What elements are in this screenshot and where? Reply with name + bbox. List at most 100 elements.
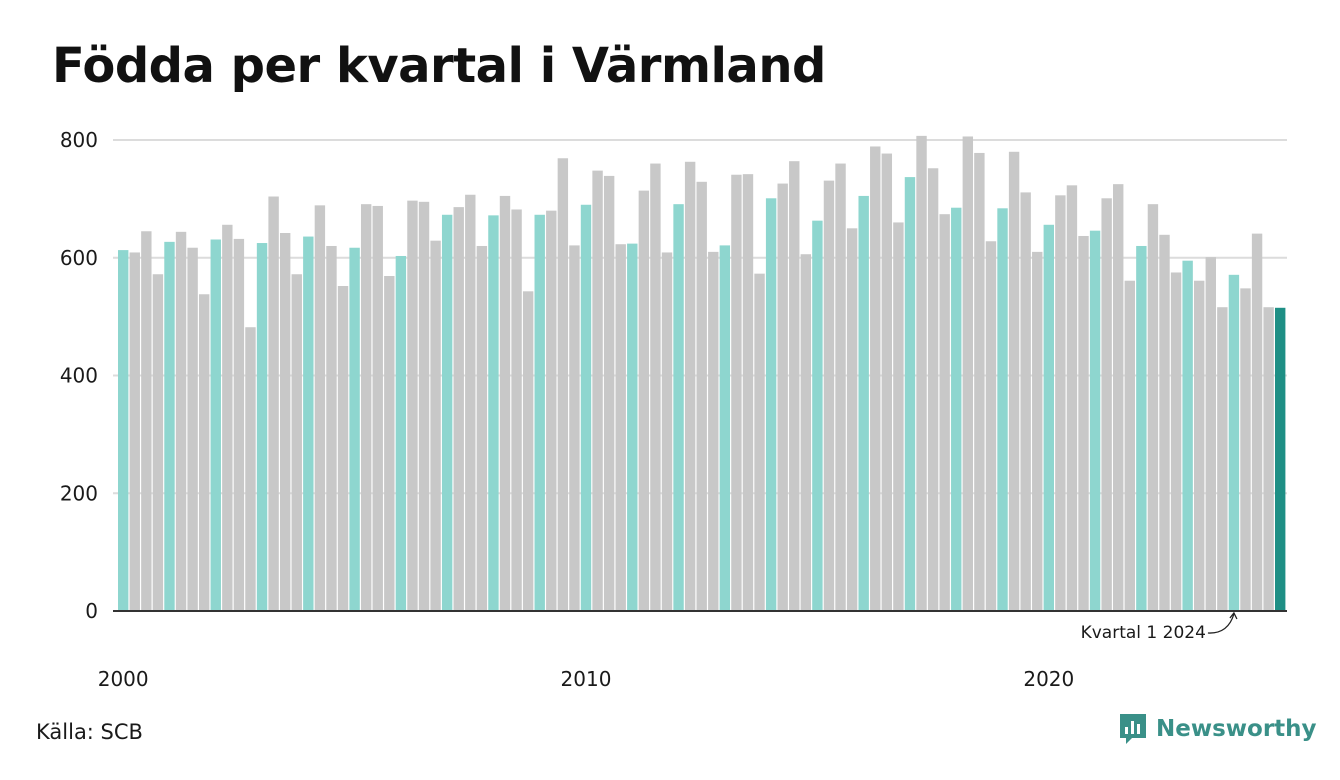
- bar: [719, 245, 731, 611]
- bar: [360, 204, 372, 612]
- bar: [175, 231, 187, 611]
- bar: [1043, 224, 1054, 611]
- bar: [430, 240, 441, 611]
- bar: [835, 163, 846, 612]
- bar: [1251, 233, 1263, 612]
- bar: [985, 241, 997, 611]
- bar: [441, 214, 453, 611]
- bar: [1228, 274, 1240, 611]
- bar: [465, 194, 476, 611]
- bar: [453, 207, 464, 611]
- bar: [1089, 230, 1101, 612]
- bar: [1113, 184, 1124, 611]
- bar: [522, 291, 534, 611]
- bar: [823, 180, 835, 611]
- bar: [603, 175, 615, 611]
- bar: [511, 209, 522, 611]
- bar: [418, 201, 430, 611]
- bar: [881, 153, 893, 612]
- bar: [546, 210, 557, 611]
- y-tick-label: 600: [60, 246, 98, 270]
- bar: [152, 274, 164, 611]
- bar: [765, 198, 777, 612]
- bar: [1124, 280, 1135, 611]
- annotation-arrow: [1207, 613, 1235, 634]
- bar: [627, 243, 638, 611]
- bar: [638, 190, 650, 611]
- bar: [372, 205, 383, 611]
- annotation-label: Kvartal 1 2024: [1081, 623, 1206, 643]
- bar: [279, 233, 291, 611]
- bar: [499, 195, 511, 611]
- bar: [268, 196, 279, 611]
- bar: [1020, 192, 1031, 611]
- bar: [580, 204, 592, 611]
- bar: [800, 254, 812, 611]
- bar: [870, 146, 881, 612]
- bar: [303, 236, 314, 611]
- bar: [476, 245, 488, 611]
- bar: [557, 158, 569, 611]
- x-tick-label: 2020: [1023, 667, 1074, 691]
- bar: [939, 214, 950, 611]
- bar: [314, 205, 326, 611]
- bar: [326, 245, 337, 611]
- bar: [291, 274, 302, 611]
- bar: [384, 276, 395, 611]
- brand-name: Newsworthy: [1156, 716, 1317, 742]
- bar: [1147, 204, 1159, 612]
- bar: [233, 238, 245, 611]
- bar: [777, 183, 788, 611]
- bar: [1240, 288, 1251, 611]
- chart-title: Födda per kvartal i Värmland: [52, 38, 826, 94]
- y-axis-tick-labels: 0 200 400 600 800: [60, 128, 98, 623]
- bar: [916, 135, 927, 611]
- bar: [893, 222, 904, 611]
- bars: [118, 135, 1286, 612]
- bar: [256, 243, 268, 611]
- bar: [650, 163, 661, 612]
- bar: [661, 252, 673, 611]
- bar-chart: 0 200 400 600 800 2000 2010 2020 Kvartal 1 202…: [60, 128, 1287, 691]
- bar: [164, 241, 175, 611]
- bar: [812, 220, 823, 611]
- y-tick-label: 200: [60, 481, 98, 505]
- bar: [1205, 257, 1216, 611]
- bar: [187, 247, 198, 612]
- bar: [858, 195, 869, 611]
- bar: [1136, 245, 1147, 611]
- bar: [141, 231, 152, 611]
- bar: [245, 327, 256, 611]
- bar: [708, 251, 719, 612]
- bar: [488, 215, 499, 612]
- bar: [349, 247, 360, 612]
- bar: [846, 228, 858, 611]
- bar: [1159, 234, 1170, 612]
- bar: [951, 207, 962, 611]
- bar: [534, 214, 545, 611]
- bar: [395, 255, 407, 612]
- bar: [742, 174, 754, 611]
- x-tick-label: 2010: [561, 667, 612, 691]
- bar: [1275, 307, 1286, 611]
- bar: [1101, 198, 1112, 612]
- bar: [222, 224, 233, 611]
- bar: [1217, 307, 1228, 611]
- bar: [1170, 272, 1182, 611]
- bar: [1194, 280, 1205, 611]
- bar: [337, 286, 349, 611]
- bar: [198, 294, 210, 611]
- bar: [1066, 185, 1078, 611]
- bar: [673, 204, 684, 612]
- bar: [615, 244, 626, 611]
- x-tick-label: 2000: [98, 667, 149, 691]
- bar: [210, 239, 221, 611]
- brand-logo[interactable]: Newsworthy: [1118, 712, 1317, 746]
- bar: [592, 170, 603, 612]
- bar: [974, 152, 985, 611]
- bar: [118, 250, 129, 611]
- bar: [1008, 151, 1020, 611]
- bar: [569, 245, 580, 611]
- bar: [754, 273, 765, 611]
- bar: [1032, 251, 1043, 612]
